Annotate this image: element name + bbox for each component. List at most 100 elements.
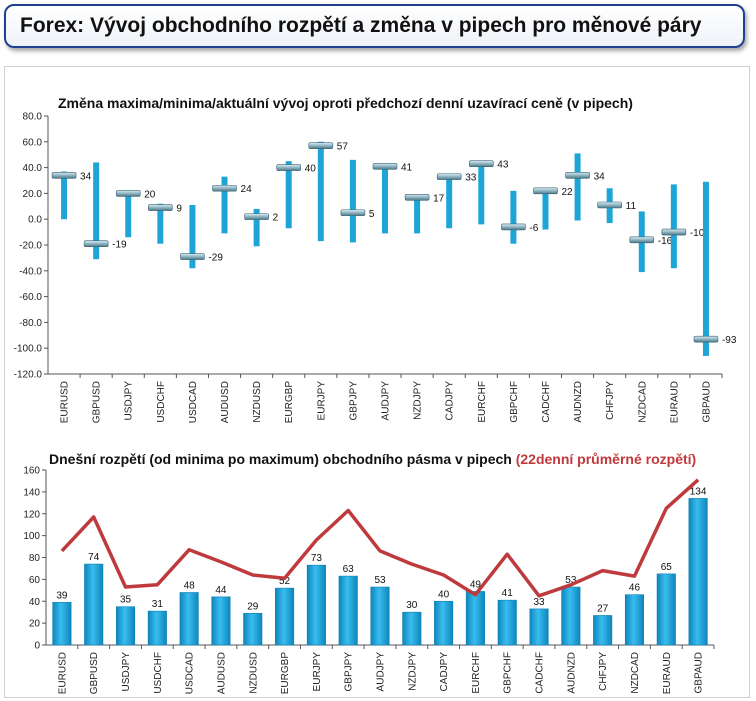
range-bar xyxy=(702,181,709,356)
bar-data-label: 35 xyxy=(120,595,132,606)
range-bar xyxy=(221,176,228,234)
range-category-label: AUDNZD xyxy=(573,381,584,423)
range-data-label: 41 xyxy=(401,162,413,173)
bar-data-label: 39 xyxy=(56,590,68,601)
current-marker xyxy=(565,172,590,179)
bar-category-label: GBPAUD xyxy=(694,652,705,694)
bar-chart-title: Dnešní rozpětí (od minima po maximum) ob… xyxy=(49,451,696,467)
range-bar-column xyxy=(561,586,581,646)
current-marker xyxy=(661,228,687,236)
bar-category-label: USDCHF xyxy=(153,652,164,694)
range-chart: -120.0 -100.0 -80.0 -60.0 -40.0 -20.0 0.0 20.0 4… xyxy=(14,112,737,424)
range-data-label: 40 xyxy=(305,164,317,175)
current-marker xyxy=(276,164,302,171)
range-bar-column xyxy=(147,610,167,646)
range-category-label: EURUSD xyxy=(60,381,71,423)
bar-y-tick-label: 120 xyxy=(23,509,40,520)
range-bar xyxy=(446,174,453,229)
range-bar-column xyxy=(688,498,708,646)
current-marker xyxy=(597,201,622,209)
bar-data-label: 41 xyxy=(502,588,514,599)
range-category-label: CHFJPY xyxy=(605,381,616,420)
range-bar xyxy=(382,163,388,234)
range-category-label: USDCHF xyxy=(156,381,167,423)
bar-data-label: 53 xyxy=(374,575,386,586)
range-y-tick-label: -100.0 xyxy=(14,344,43,355)
range-category-label: GBPUSD xyxy=(92,381,103,423)
range-bar-column xyxy=(656,573,676,646)
bar-category-label: CADCHF xyxy=(535,652,546,694)
range-bar-column xyxy=(338,575,358,646)
range-category-label: NZDCAD xyxy=(637,381,648,423)
bar-chart: 0 20 40 60 80 100 120 140 160 39 EURUSD 74 GBPUSD 35 U… xyxy=(23,466,715,695)
bar-category-label: EURCHF xyxy=(471,652,482,694)
bar-y-tick-label: 140 xyxy=(23,487,40,498)
range-data-label: -93 xyxy=(722,335,737,346)
current-marker xyxy=(51,172,77,179)
range-bar xyxy=(574,153,581,221)
range-data-label: 24 xyxy=(241,184,253,195)
bar-category-label: AUDJPY xyxy=(376,652,387,692)
bar-data-label: 63 xyxy=(343,564,355,575)
range-data-label: 17 xyxy=(433,193,445,204)
range-category-label: CADCHF xyxy=(541,381,552,423)
range-bar-column xyxy=(211,596,231,646)
bar-data-label: 49 xyxy=(470,579,482,590)
range-y-tick-label: -60.0 xyxy=(19,292,42,303)
range-category-label: GBPAUD xyxy=(701,381,712,423)
bar-data-label: 134 xyxy=(690,486,707,497)
bar-category-label: USDCAD xyxy=(185,652,196,694)
range-bar xyxy=(349,159,356,243)
range-bar-column xyxy=(115,606,136,646)
bar-category-label: NZDCAD xyxy=(630,652,641,694)
current-marker xyxy=(501,223,526,231)
range-bar-column xyxy=(370,586,390,646)
bar-y-tick-label: 20 xyxy=(29,619,41,630)
range-bar-column xyxy=(306,564,326,646)
range-data-label: 11 xyxy=(626,201,637,212)
bar-category-label: EURGBP xyxy=(280,652,291,695)
range-y-tick-label: -40.0 xyxy=(19,266,42,277)
range-data-label: 34 xyxy=(80,171,92,182)
range-bar-column xyxy=(465,591,485,646)
current-marker xyxy=(693,335,719,343)
current-marker xyxy=(436,173,462,180)
range-bar xyxy=(670,184,677,269)
range-data-label: -16 xyxy=(658,236,673,247)
current-marker xyxy=(468,160,494,168)
bar-y-tick-label: 40 xyxy=(29,597,41,608)
range-bar-column xyxy=(243,612,263,646)
bar-category-label: NZDJPY xyxy=(407,652,418,691)
bar-category-label: CADJPY xyxy=(439,652,450,692)
bar-data-label: 74 xyxy=(88,552,100,563)
bar-y-tick-label: 60 xyxy=(29,575,41,586)
range-bar xyxy=(478,161,485,225)
range-category-label: EURCHF xyxy=(477,381,488,423)
bar-data-label: 33 xyxy=(533,597,545,608)
range-bar-column xyxy=(52,602,72,646)
bar-data-label: 40 xyxy=(438,589,450,600)
range-category-label: AUDJPY xyxy=(381,381,392,421)
bar-data-label: 31 xyxy=(152,599,164,610)
current-marker xyxy=(629,236,655,244)
range-data-label: 43 xyxy=(497,160,509,171)
range-bar xyxy=(510,190,517,244)
range-data-label: -10 xyxy=(690,228,705,239)
range-data-label: 20 xyxy=(144,189,156,200)
range-category-label: EURAUD xyxy=(669,381,680,423)
current-marker xyxy=(180,253,205,260)
bar-data-label: 65 xyxy=(661,562,673,573)
range-y-tick-label: 60.0 xyxy=(23,137,43,148)
bar-chart-title-accent: (22denní průměrné rozpětí) xyxy=(516,451,696,467)
bar-data-label: 46 xyxy=(629,583,641,594)
range-category-label: USDCAD xyxy=(188,381,199,423)
bar-category-label: EURUSD xyxy=(57,652,68,694)
range-data-label: 33 xyxy=(465,173,477,184)
range-category-label: GBPCHF xyxy=(509,381,520,423)
range-data-label: 9 xyxy=(176,204,182,215)
current-marker xyxy=(308,142,334,149)
page-title: Forex: Vývoj obchodního rozpětí a změna … xyxy=(20,14,702,37)
range-y-tick-label: -20.0 xyxy=(19,241,42,252)
range-bar xyxy=(157,203,164,244)
